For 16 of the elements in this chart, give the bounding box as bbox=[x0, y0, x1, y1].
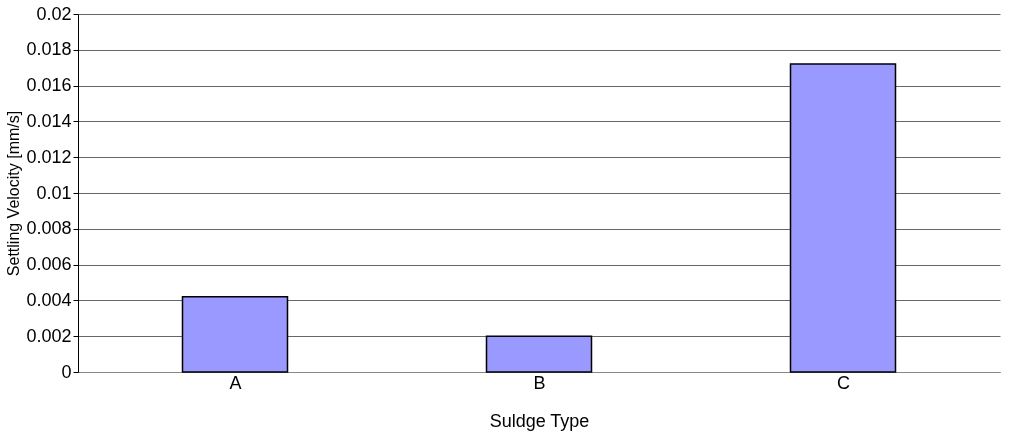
x-axis-title: Suldge Type bbox=[489, 410, 590, 431]
x-tick-label: A bbox=[229, 372, 242, 393]
y-tick-label: 0.012 bbox=[26, 146, 72, 167]
y-tick-label: 0.002 bbox=[26, 325, 72, 346]
y-tick-label: 0.014 bbox=[26, 110, 72, 131]
y-tick-label: 0.004 bbox=[26, 289, 72, 310]
x-tick-label: B bbox=[533, 372, 546, 393]
y-tick-label: 0.02 bbox=[36, 3, 72, 24]
y-tick-label: 0.016 bbox=[26, 75, 72, 96]
y-axis-title: Settling Velocity [mm/s] bbox=[5, 110, 23, 277]
x-tick-label: C bbox=[837, 372, 850, 393]
y-tick-label: 0 bbox=[61, 361, 72, 382]
y-tick-label: 0.006 bbox=[26, 254, 72, 275]
y-tick-label: 0.018 bbox=[26, 39, 72, 60]
y-tick-label: 0.008 bbox=[26, 218, 72, 239]
y-tick-label: 0.01 bbox=[36, 182, 72, 203]
